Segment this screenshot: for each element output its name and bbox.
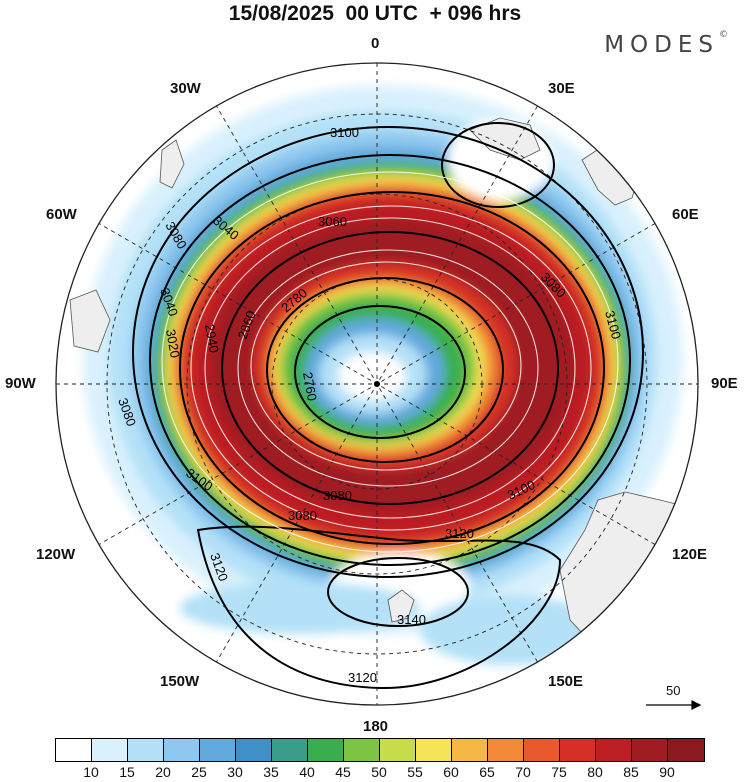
colorbar-tick-label: 85	[623, 764, 639, 780]
colorbar-tick-label: 40	[299, 764, 315, 780]
colorbar-tick-label: 60	[443, 764, 459, 780]
colorbar-tick-label: 55	[407, 764, 423, 780]
colorbar-tick-label: 70	[515, 764, 531, 780]
contour-label: 3060	[318, 214, 347, 229]
colorbar-swatch	[668, 739, 704, 761]
colorbar-swatch	[236, 739, 272, 761]
colorbar-swatch	[632, 739, 668, 761]
longitude-label-60e: 60E	[672, 206, 699, 223]
longitude-label-90w: 90W	[5, 375, 36, 392]
colorbar	[55, 738, 705, 762]
contour-label: 3020	[163, 328, 183, 359]
colorbar-tick-label: 65	[479, 764, 495, 780]
contour-label: 3100	[602, 309, 624, 341]
colorbar-tick-label: 50	[371, 764, 387, 780]
longitude-label-90e: 90E	[711, 375, 738, 392]
contour-label: 3080	[288, 508, 317, 523]
contour-label: 3080	[323, 488, 352, 503]
longitude-label-120w: 120W	[36, 546, 76, 563]
contour-label: 2940	[202, 323, 222, 354]
contour-label: 2760	[300, 371, 320, 402]
colorbar-tick-label: 25	[191, 764, 207, 780]
map-boundary	[55, 62, 699, 706]
colorbar-swatch	[452, 739, 488, 761]
colorbar-tick-label: 45	[335, 764, 351, 780]
colorbar-tick-label: 10	[83, 764, 99, 780]
longitude-label-150w: 150W	[160, 673, 200, 690]
wind-streamlines	[161, 171, 619, 553]
colorbar-tick-label: 80	[587, 764, 603, 780]
longitude-label-30w: 30W	[170, 80, 201, 97]
colorbar-tick-label: 15	[119, 764, 135, 780]
longitude-label-120e: 120E	[672, 546, 708, 563]
colorbar-swatch	[92, 739, 128, 761]
height-contours	[132, 122, 644, 690]
colorbar-tick-label: 35	[263, 764, 279, 780]
longitude-label-0: 0	[371, 35, 380, 52]
colorbar-swatch	[488, 739, 524, 761]
contour-label: 3120	[348, 670, 377, 685]
longitude-label-60w: 60W	[46, 206, 77, 223]
colorbar-tick-label: 30	[227, 764, 243, 780]
pole-marker	[374, 381, 380, 387]
longitude-label-180: 180	[363, 718, 389, 735]
colorbar-swatch	[524, 739, 560, 761]
colorbar-swatch	[164, 739, 200, 761]
colorbar-swatch	[344, 739, 380, 761]
colorbar-swatch	[200, 739, 236, 761]
colorbar-swatch	[56, 739, 92, 761]
contour-label: 3100	[330, 125, 359, 140]
colorbar-swatch	[596, 739, 632, 761]
colorbar-swatch	[560, 739, 596, 761]
colorbar-tick-label: 75	[551, 764, 567, 780]
colorbar-tick-label: 90	[659, 764, 675, 780]
colorbar-swatch	[272, 739, 308, 761]
reference-vector-label: 50	[666, 683, 681, 698]
colorbar-ticks: 10 15 20 25 30 35 40 45 50 55 60 65 70 75 80 85 90	[55, 764, 703, 780]
longitude-label-150e: 150E	[548, 673, 584, 690]
colorbar-swatch	[308, 739, 344, 761]
colorbar-swatch	[128, 739, 164, 761]
modes-logo: MODES©	[604, 30, 728, 58]
contour-label: 3120	[445, 526, 474, 541]
colorbar-swatch	[416, 739, 452, 761]
colorbar-swatch	[380, 739, 416, 761]
contour-label: 3140	[397, 612, 426, 627]
colorbar-tick-label: 20	[155, 764, 171, 780]
longitude-label-30e: 30E	[548, 80, 575, 97]
forecast-title: 15/08/2025 00 UTC + 096 hrs	[228, 2, 522, 25]
reference-vector-arrow	[646, 700, 702, 710]
